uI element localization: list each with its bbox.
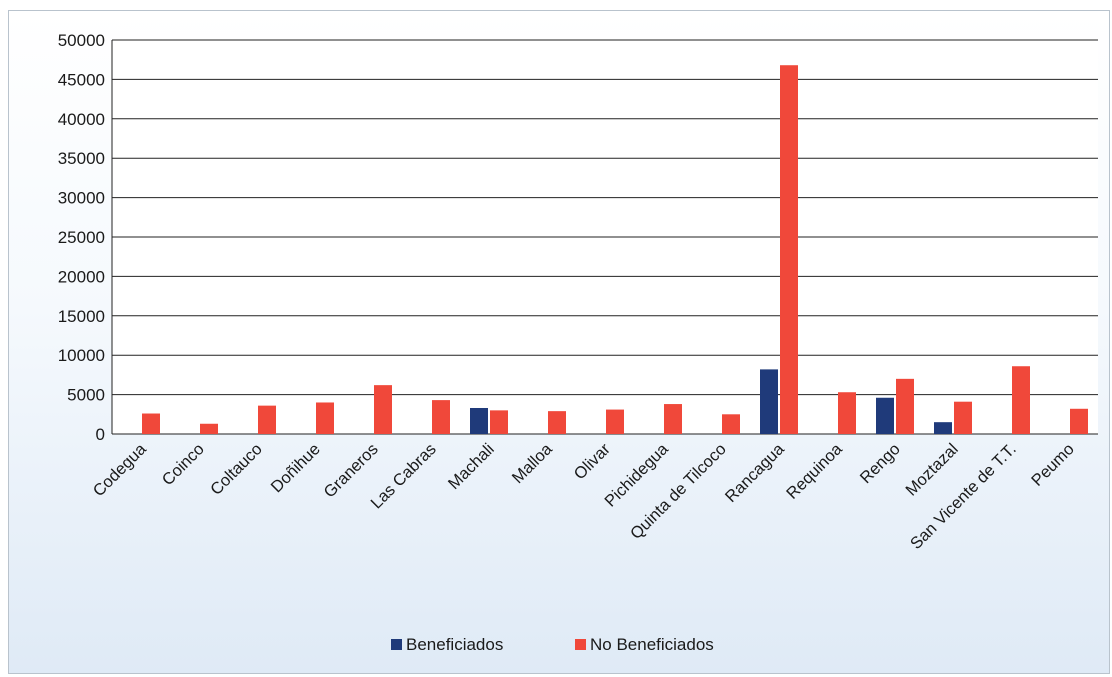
bar-no-beneficiados — [142, 413, 160, 434]
y-axis-ticks: 0 5000 10000 15000 20000 25000 30000 35000 40000… — [58, 31, 105, 444]
bar-no-beneficiados — [258, 405, 276, 434]
bar-no-beneficiados — [954, 401, 972, 434]
bar-no-beneficiados — [432, 400, 450, 434]
y-tick-label: 50000 — [58, 31, 105, 50]
bar-no-beneficiados — [664, 404, 682, 434]
x-tick-label: Coltauco — [207, 440, 266, 499]
bar-beneficiados — [760, 369, 778, 434]
bar-no-beneficiados — [1012, 366, 1030, 434]
x-tick-label: Requinoa — [783, 440, 846, 503]
y-tick-label: 0 — [96, 425, 105, 444]
bar-no-beneficiados — [548, 411, 566, 434]
bar-no-beneficiados — [780, 65, 798, 434]
legend-label-no-beneficiados: No Beneficiados — [590, 635, 714, 654]
x-tick-label: Machali — [445, 440, 498, 493]
bars — [142, 65, 1088, 434]
x-tick-label: Graneros — [320, 440, 381, 501]
y-tick-label: 20000 — [58, 267, 105, 286]
y-tick-label: 45000 — [58, 70, 105, 89]
x-axis-labels: Codegua Coinco Coltauco DoñihueGranerosLas … — [90, 440, 1078, 553]
y-tick-label: 35000 — [58, 149, 105, 168]
x-tick-label: Malloa — [509, 440, 557, 488]
y-tick-label: 25000 — [58, 228, 105, 247]
bar-no-beneficiados — [606, 409, 624, 434]
x-tick-label: Peumo — [1028, 440, 1078, 490]
x-tick-label: Rancagua — [722, 440, 789, 507]
bar-no-beneficiados — [374, 385, 392, 434]
bar-no-beneficiados — [722, 414, 740, 434]
y-tick-label: 5000 — [67, 386, 105, 405]
bar-no-beneficiados — [1070, 408, 1088, 434]
x-tick-label: Rengo — [857, 440, 904, 487]
y-tick-label: 15000 — [58, 307, 105, 326]
y-tick-label: 30000 — [58, 189, 105, 208]
bar-no-beneficiados — [896, 378, 914, 434]
y-tick-label: 40000 — [58, 110, 105, 129]
bar-beneficiados — [934, 422, 952, 434]
x-tick-label: Moztazal — [902, 440, 961, 499]
gridlines — [111, 39, 1098, 435]
bar-no-beneficiados — [490, 410, 508, 434]
legend-swatch-no-beneficiados — [575, 639, 586, 650]
legend: Beneficiados No Beneficiados — [391, 635, 714, 654]
bar-beneficiados — [470, 407, 488, 434]
x-tick-label: Doñihue — [268, 440, 324, 496]
bar-no-beneficiados — [200, 423, 218, 434]
x-tick-label: San Vicente de T.T. — [907, 440, 1020, 553]
legend-label-beneficiados: Beneficiados — [406, 635, 503, 654]
x-tick-label: Codegua — [90, 440, 151, 501]
x-tick-label: Coinco — [159, 440, 208, 489]
bar-no-beneficiados — [316, 402, 334, 434]
bar-no-beneficiados — [838, 392, 856, 434]
bar-beneficiados — [876, 397, 894, 434]
y-tick-label: 10000 — [58, 346, 105, 365]
legend-swatch-beneficiados — [391, 639, 402, 650]
x-tick-label: Olivar — [571, 440, 615, 484]
